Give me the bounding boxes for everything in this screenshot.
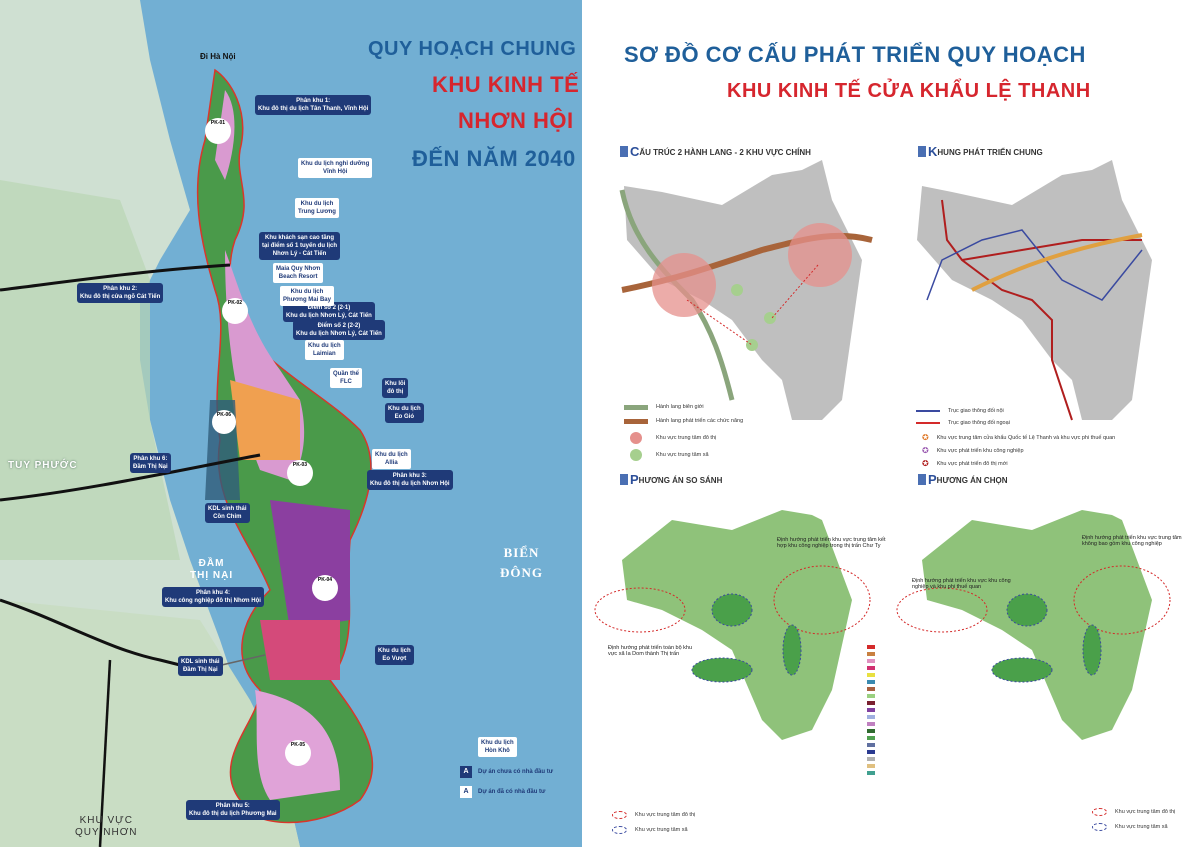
place-tuy-phuoc: TUY PHƯỚC <box>8 460 78 471</box>
legend-text: Dự án đã có nhà đầu tư <box>478 789 546 795</box>
label-kdl-dam-thi-nai: KDL sinh thái Đầm Thị Nại <box>178 656 223 676</box>
nhon-hoi-master-plan-map: Đi Hà Nội QUY HOẠCH CHUNG KHU KINH TẾ NH… <box>0 0 582 847</box>
heading-phuong-an-so-sanh: P HƯƠNG ÁN SO SÁNH <box>620 473 722 486</box>
legend-item-no-investor: A Dự án chưa có nhà đầu tư <box>460 766 553 778</box>
legend-new-urban: ✪ Khu vực phát triển đô thị mới <box>922 459 1008 468</box>
legend-commune-center: Khu vực trung tâm xã <box>1092 823 1168 831</box>
annotation: Định hướng phát triển khu vực trung tâm … <box>777 537 886 549</box>
label-diem-so-2-1: Điểm số 2 (2-1) Khu du lịch Nhơn Lý, Cát… <box>283 302 375 322</box>
place-bien-dong: BIỂN ĐÔNG <box>500 545 543 580</box>
north-direction-label: Đi Hà Nội <box>200 52 236 61</box>
legend-marker: A <box>460 786 472 798</box>
legend-text: Dự án chưa có nhà đầu tư <box>478 769 554 775</box>
legend-industrial-area: ✪ Khu vực phát triển khu công nghiệp <box>922 446 1024 455</box>
legend-commune-center: Khu vực trung tâm xã <box>612 826 688 834</box>
label-flc: Quần thể FLC <box>330 368 363 388</box>
diagram-title-line-2: KHU KINH TẾ CỬA KHẨU LỆ THANH <box>727 80 1091 102</box>
diagram-title-line-1: SƠ ĐỒ CƠ CẤU PHÁT TRIỂN QUY HOẠCH <box>624 42 1086 67</box>
panel-graphics <box>594 160 1171 775</box>
label-phan-khu-2: Phân khu 2: Khu đô thị cửa ngõ Cát Tiến <box>77 283 164 303</box>
zone-badge: PK-06 <box>212 410 236 434</box>
label-con-chim: KDL sinh thái Cồn Chim <box>205 503 250 523</box>
zone-badge: PK-01 <box>205 118 231 144</box>
label-eo-vuot: Khu du lịch Eo Vượt <box>375 645 414 665</box>
land-use-legend-swatches <box>867 645 875 775</box>
annotation: Định hướng phát triển khu vực khu công n… <box>912 578 1011 590</box>
label-vinh-hoi: Khu du lịch nghỉ dưỡng Vĩnh Hội <box>298 158 373 178</box>
legend-internal-traffic: Trục giao thông đối nội <box>916 408 1004 414</box>
map-title-line-3: NHƠN HỘI <box>458 108 574 133</box>
legend-function-corridor: Hành lang phát triển các chức năng <box>624 418 743 424</box>
zone-badge: PK-03 <box>287 460 313 486</box>
place-quy-nhon: KHU VỰC QUY NHƠN <box>75 815 138 838</box>
annotation: Định hướng phát triển toàn bộ khu vực xã… <box>608 645 693 657</box>
legend-external-traffic: Trục giao thông đối ngoại <box>916 420 1010 426</box>
le-thanh-structure-diagram: SƠ ĐỒ CƠ CẤU PHÁT TRIỂN QUY HOẠCH KHU KI… <box>582 0 1200 847</box>
label-phan-khu-5: Phân khu 5: Khu đô thị du lịch Phương Ma… <box>186 800 280 820</box>
label-allia: Khu du lịch Allia <box>372 449 411 469</box>
place-dam-thi-nai: ĐẦM THỊ NẠI <box>190 558 234 581</box>
label-trung-luong: Khu du lịch Trung Lương <box>295 198 339 218</box>
label-khach-san-cao-tang: Khu khách sạn cao tầng tại điểm số 1 tuy… <box>259 232 341 260</box>
label-maia: Maia Quy Nhơn Beach Resort <box>273 263 324 283</box>
legend-commune-center: Khu vực trung tâm xã <box>624 449 709 461</box>
heading-cau-truc: C ẤU TRÚC 2 HÀNH LANG - 2 KHU VỰC CHÍNH <box>620 145 811 158</box>
legend-urban-center: Khu vực trung tâm đô thị <box>624 432 716 444</box>
legend-border-gate-center: ✪ Khu vực trung tâm cửa khẩu Quốc tế Lệ T… <box>922 433 1116 442</box>
zone-badge: PK-02 <box>222 298 248 324</box>
label-phan-khu-1: Phân khu 1: Khu đô thị du lịch Tân Thanh… <box>255 95 372 115</box>
heading-phuong-an-chon: P HƯƠNG ÁN CHỌN <box>918 473 1007 486</box>
zone-badge: PK-05 <box>285 740 311 766</box>
map-graphics <box>0 0 374 847</box>
legend-urban-center: Khu vực trung tâm đô thị <box>612 811 695 819</box>
map-title-line-1: QUY HOẠCH CHUNG <box>368 38 577 60</box>
legend-border-corridor: Hành lang biên giới <box>624 404 704 410</box>
label-laimian: Khu du lịch Laimian <box>305 340 344 360</box>
label-phan-khu-3: Phân khu 3: Khu đô thị du lịch Nhơn Hội <box>367 470 453 490</box>
label-hon-kho: Khu du lịch Hòn Khô <box>478 737 517 757</box>
label-eo-gio: Khu du lịch Eo Gió <box>385 403 424 423</box>
label-phuong-mai-bay: Khu du lịch Phương Mai Bay <box>280 286 334 306</box>
label-phan-khu-6: Phân khu 6: Đầm Thị Nại <box>130 453 171 473</box>
label-phan-khu-4: Phân khu 4: Khu công nghiệp đô thị Nhơn … <box>162 587 264 607</box>
legend-urban-center: Khu vực trung tâm đô thị <box>1092 808 1175 816</box>
map-title-line-4: ĐẾN NĂM 2040 <box>412 146 576 171</box>
map-title-line-2: KHU KINH TẾ <box>432 72 580 97</box>
zone-badge: PK-04 <box>312 575 338 601</box>
label-khu-loi-do-thi: Khu lõi đô thị <box>382 378 409 398</box>
legend-marker: A <box>460 766 472 778</box>
legend-item-has-investor: A Dự án đã có nhà đầu tư <box>460 786 545 798</box>
annotation: Định hướng phát triển khu vực trung tâm … <box>1082 535 1182 547</box>
label-diem-so-2-2: Điểm số 2 (2-2) Khu du lịch Nhơn Lý, Cát… <box>293 320 385 340</box>
heading-khung-phat-trien: K HUNG PHÁT TRIỂN CHUNG <box>918 145 1043 158</box>
